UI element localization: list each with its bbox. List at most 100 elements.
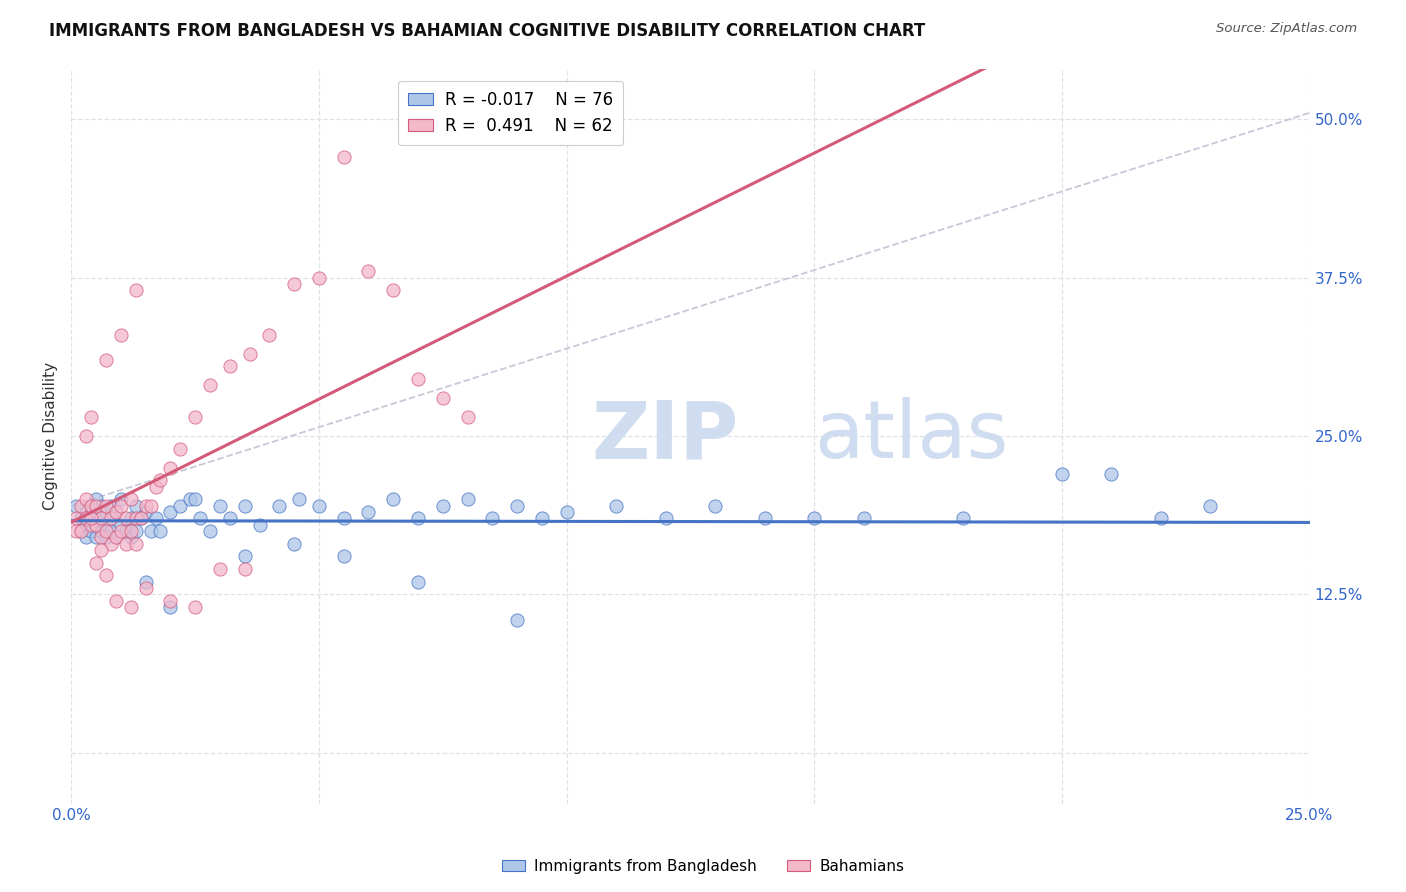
Point bbox=[90, 543, 112, 558]
Point bbox=[125, 537, 148, 551]
Point bbox=[65, 511, 87, 525]
Point bbox=[555, 505, 578, 519]
Point bbox=[159, 460, 181, 475]
Point bbox=[100, 537, 122, 551]
Point bbox=[80, 499, 103, 513]
Point bbox=[169, 442, 191, 456]
Point bbox=[94, 353, 117, 368]
Point bbox=[332, 150, 354, 164]
Point bbox=[139, 499, 162, 513]
Point bbox=[84, 499, 107, 513]
Point bbox=[84, 517, 107, 532]
Point bbox=[75, 517, 97, 532]
Point bbox=[80, 517, 103, 532]
Point bbox=[65, 499, 87, 513]
Point bbox=[65, 524, 87, 538]
Point bbox=[94, 531, 117, 545]
Point bbox=[135, 499, 157, 513]
Y-axis label: Cognitive Disability: Cognitive Disability bbox=[44, 362, 58, 510]
Point bbox=[357, 505, 380, 519]
Point bbox=[382, 492, 405, 507]
Point bbox=[84, 492, 107, 507]
Point bbox=[406, 511, 429, 525]
Point bbox=[90, 531, 112, 545]
Point bbox=[70, 524, 93, 538]
Point bbox=[184, 492, 207, 507]
Point bbox=[283, 537, 305, 551]
Point bbox=[110, 517, 132, 532]
Point bbox=[188, 511, 211, 525]
Text: Source: ZipAtlas.com: Source: ZipAtlas.com bbox=[1216, 22, 1357, 36]
Point bbox=[198, 524, 221, 538]
Point bbox=[432, 499, 454, 513]
Point bbox=[149, 474, 172, 488]
Point bbox=[120, 524, 142, 538]
Point bbox=[90, 511, 112, 525]
Point bbox=[84, 531, 107, 545]
Point bbox=[283, 277, 305, 291]
Text: ZIP: ZIP bbox=[592, 397, 738, 475]
Point bbox=[506, 499, 529, 513]
Point bbox=[269, 499, 291, 513]
Point bbox=[114, 537, 136, 551]
Point bbox=[457, 410, 479, 425]
Point bbox=[90, 524, 112, 538]
Point bbox=[704, 499, 727, 513]
Point bbox=[145, 480, 167, 494]
Point bbox=[139, 524, 162, 538]
Point bbox=[100, 511, 122, 525]
Point bbox=[198, 378, 221, 392]
Point bbox=[233, 562, 256, 576]
Point bbox=[149, 524, 172, 538]
Point bbox=[80, 499, 103, 513]
Point bbox=[406, 574, 429, 589]
Point bbox=[135, 581, 157, 595]
Point bbox=[75, 531, 97, 545]
Point bbox=[114, 524, 136, 538]
Point bbox=[120, 492, 142, 507]
Point bbox=[259, 327, 281, 342]
Point bbox=[104, 505, 127, 519]
Point bbox=[754, 511, 776, 525]
Point bbox=[481, 511, 503, 525]
Point bbox=[125, 524, 148, 538]
Point bbox=[654, 511, 676, 525]
Point bbox=[94, 499, 117, 513]
Text: atlas: atlas bbox=[814, 397, 1008, 475]
Point bbox=[84, 556, 107, 570]
Point bbox=[84, 517, 107, 532]
Point bbox=[75, 511, 97, 525]
Point bbox=[120, 511, 142, 525]
Point bbox=[94, 517, 117, 532]
Point bbox=[80, 511, 103, 525]
Point bbox=[104, 531, 127, 545]
Point bbox=[90, 499, 112, 513]
Point bbox=[135, 574, 157, 589]
Point bbox=[75, 505, 97, 519]
Point bbox=[184, 410, 207, 425]
Point bbox=[75, 492, 97, 507]
Legend: Immigrants from Bangladesh, Bahamians: Immigrants from Bangladesh, Bahamians bbox=[496, 853, 910, 880]
Point bbox=[80, 524, 103, 538]
Point bbox=[288, 492, 311, 507]
Point bbox=[952, 511, 974, 525]
Point bbox=[208, 499, 231, 513]
Point bbox=[135, 505, 157, 519]
Point bbox=[159, 600, 181, 615]
Point bbox=[110, 499, 132, 513]
Point bbox=[530, 511, 553, 525]
Point bbox=[506, 613, 529, 627]
Point bbox=[382, 283, 405, 297]
Point bbox=[432, 391, 454, 405]
Point bbox=[357, 264, 380, 278]
Point bbox=[120, 531, 142, 545]
Point bbox=[125, 511, 148, 525]
Point bbox=[457, 492, 479, 507]
Point bbox=[249, 517, 271, 532]
Point bbox=[70, 524, 93, 538]
Point bbox=[110, 524, 132, 538]
Point bbox=[218, 359, 240, 374]
Point bbox=[308, 270, 330, 285]
Point bbox=[129, 511, 152, 525]
Point bbox=[75, 429, 97, 443]
